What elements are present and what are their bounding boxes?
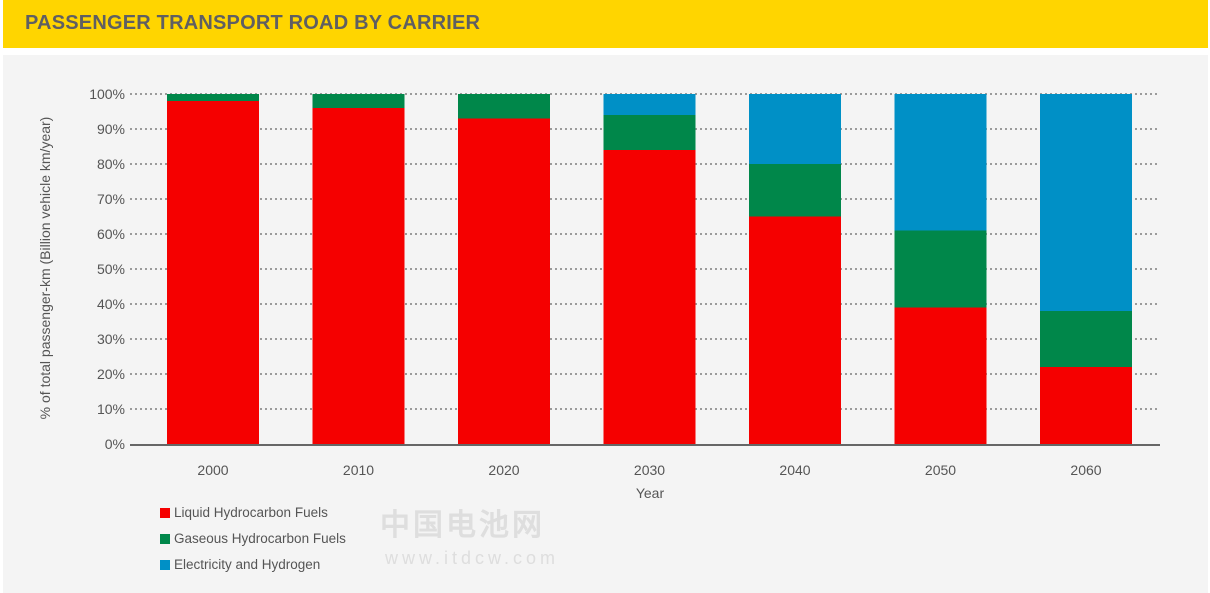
x-tick-label: 2030 (634, 462, 665, 478)
x-tick-label: 2000 (197, 462, 228, 478)
y-tick-label: 30% (97, 331, 125, 347)
bar-segment-2030-1 (603, 115, 696, 150)
bar-segment-2060-0 (1040, 367, 1132, 444)
bar-segment-2000-1 (167, 94, 259, 101)
legend-label: Liquid Hydrocarbon Fuels (174, 505, 328, 520)
y-tick-label: 20% (97, 366, 125, 382)
bar-segment-2050-1 (894, 230, 987, 308)
y-tick-label: 10% (97, 401, 125, 417)
bar-segment-2030-0 (603, 150, 696, 444)
x-tick-label: 2010 (343, 462, 374, 478)
y-tick-label: 90% (97, 121, 125, 137)
chart-title: PASSENGER TRANSPORT ROAD BY CARRIER (25, 12, 481, 34)
y-tick-label: 0% (105, 436, 125, 452)
y-axis-label: % of total passenger-km (Billion vehicle… (37, 117, 53, 420)
legend-swatch (160, 507, 170, 518)
bar-segment-2020-1 (458, 94, 550, 119)
bar-segment-2010-0 (312, 108, 405, 444)
y-tick-label: 80% (97, 156, 125, 172)
legend-item-electricity: Electricity and Hydrogen (160, 557, 320, 572)
legend-item-liquid: Liquid Hydrocarbon Fuels (160, 505, 328, 520)
bar-segment-2010-1 (312, 94, 405, 108)
watermark-url: www.itdcw.com (385, 548, 560, 568)
bar-segment-2050-2 (894, 94, 987, 231)
x-tick-label: 2020 (488, 462, 519, 478)
y-tick-label: 40% (97, 296, 125, 312)
header-bar: PASSENGER TRANSPORT ROAD BY CARRIER (3, 0, 1208, 48)
y-tick-label: 70% (97, 191, 125, 207)
bar-segment-2000-0 (167, 101, 259, 444)
watermark: 中国电池网 (380, 509, 545, 542)
legend-swatch (160, 533, 170, 544)
legend-item-gaseous: Gaseous Hydrocarbon Fuels (160, 531, 346, 546)
bar-segment-2040-0 (749, 216, 841, 444)
bar-segment-2030-2 (603, 94, 696, 115)
bar-segment-2040-1 (749, 164, 841, 217)
bar-segment-2020-0 (458, 118, 550, 444)
bar-segment-2060-2 (1040, 94, 1132, 311)
y-tick-label: 60% (97, 226, 125, 242)
bar-segment-2040-2 (749, 94, 841, 164)
legend-swatch (160, 559, 170, 570)
x-axis-label: Year (636, 485, 665, 501)
bar-segment-2060-1 (1040, 311, 1132, 367)
legend-label: Gaseous Hydrocarbon Fuels (174, 531, 346, 546)
y-tick-label: 100% (89, 86, 125, 102)
x-tick-label: 2050 (925, 462, 956, 478)
bar-segment-2050-0 (894, 307, 987, 444)
legend-label: Electricity and Hydrogen (174, 557, 321, 572)
x-tick-label: 2060 (1070, 462, 1101, 478)
x-tick-label: 2040 (779, 462, 810, 478)
y-tick-label: 50% (97, 261, 125, 277)
